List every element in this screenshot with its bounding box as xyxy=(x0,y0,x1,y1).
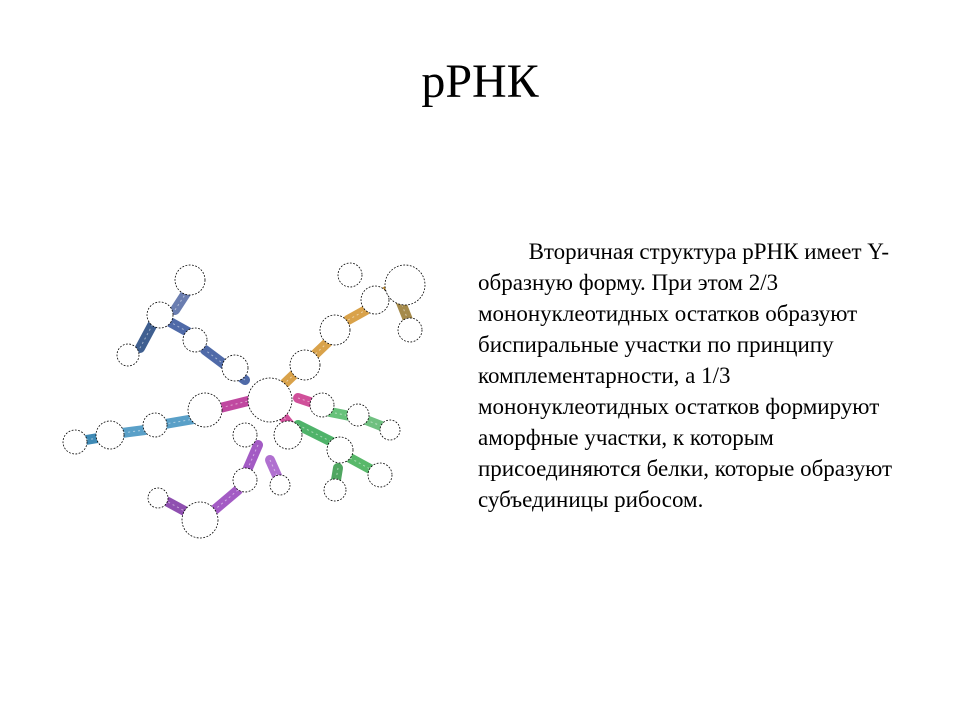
rna-loop xyxy=(290,350,320,380)
rna-loop xyxy=(117,344,139,366)
rna-loop xyxy=(347,404,369,426)
rna-loop xyxy=(147,302,173,328)
rna-loop xyxy=(270,475,290,495)
rna-loop xyxy=(188,393,222,427)
rna-loop xyxy=(63,430,87,454)
rna-loop xyxy=(233,423,257,447)
rrna-svg xyxy=(40,220,450,550)
slide: рРНК Вторичная структура рРНК имеет Y-об… xyxy=(0,0,960,720)
slide-title: рРНК xyxy=(0,54,960,109)
rna-loop xyxy=(274,421,302,449)
body-text: Вторичная структура рРНК имеет Y-образну… xyxy=(478,236,908,515)
rna-loop xyxy=(182,502,218,538)
rna-loop xyxy=(148,488,168,508)
rna-loop xyxy=(143,413,167,437)
rna-loop xyxy=(96,421,124,449)
rna-loop xyxy=(368,463,392,487)
rna-loop xyxy=(175,265,205,295)
rna-loop xyxy=(380,420,400,440)
rna-loop xyxy=(324,479,346,501)
paragraph-1: Вторичная структура рРНК имеет Y-образну… xyxy=(478,236,908,515)
rna-loop xyxy=(183,328,207,352)
rna-loop xyxy=(361,286,389,314)
rna-loop xyxy=(248,378,292,422)
rna-loop xyxy=(233,468,257,492)
rna-loop xyxy=(338,263,362,287)
rna-loop xyxy=(327,437,353,463)
rna-loop xyxy=(222,355,248,381)
rna-loop xyxy=(398,318,422,342)
rrna-structure-diagram xyxy=(40,220,450,550)
rna-loop xyxy=(320,315,350,345)
rna-loop xyxy=(310,393,334,417)
rna-loop xyxy=(385,265,425,305)
